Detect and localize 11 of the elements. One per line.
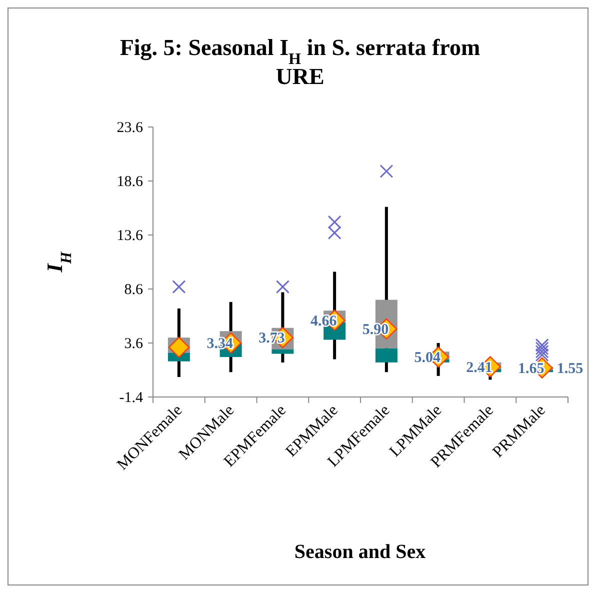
y-tick-label: 8.6	[124, 282, 144, 298]
annotation: 5.04	[414, 350, 441, 366]
annotation: 1.55	[556, 360, 584, 377]
y-tick-label: -1.4	[119, 390, 144, 406]
x-axis-title: Season and Sex	[294, 541, 426, 563]
y-tick-label: 23.6	[116, 120, 144, 136]
y-tick-label: 18.6	[116, 174, 144, 190]
y-tick-label: 3.6	[124, 336, 144, 352]
chart-title: Fig. 5: Seasonal I$_{H}$ in S. serrata from URE	[120, 35, 480, 89]
y-tick-label: 13.6	[116, 228, 144, 244]
annotation: 3.34	[206, 336, 234, 352]
